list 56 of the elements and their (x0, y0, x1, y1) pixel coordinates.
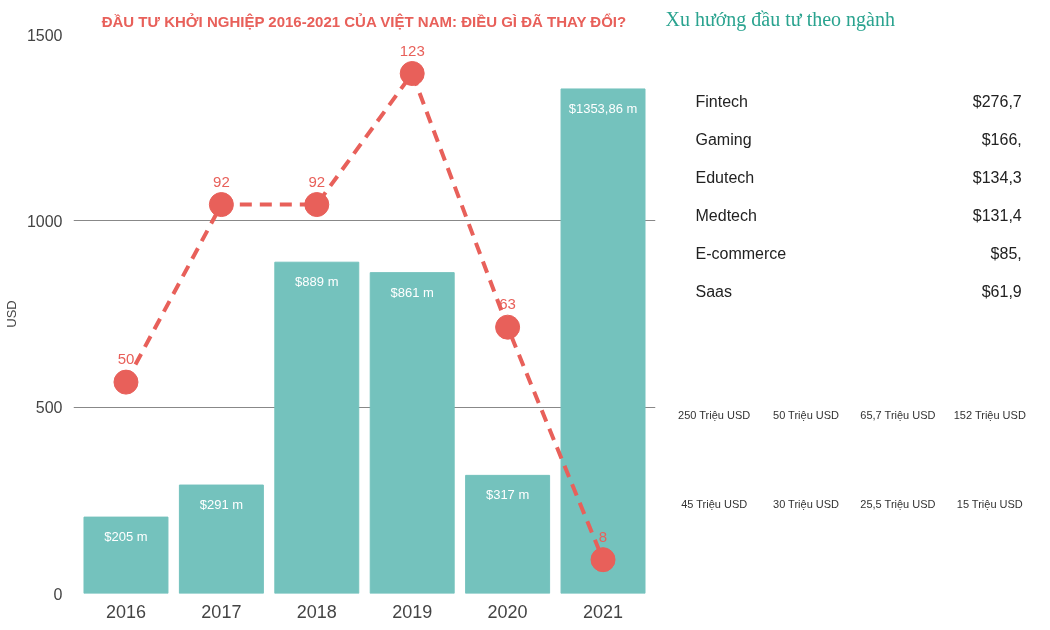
data-label: $889 m (295, 274, 339, 290)
point (113, 369, 139, 395)
text: 50 Triệu USD (773, 408, 840, 421)
x-tick-label: 2019 (392, 601, 433, 622)
text: 25,5 Triệu USD (860, 498, 936, 511)
text: 250 Triệu USD (678, 408, 751, 421)
data-label: 50 (117, 350, 135, 368)
y-tick-label: 1500 (26, 26, 63, 44)
text: 152 Triệu USD (953, 408, 1026, 421)
text: Saas (695, 283, 732, 301)
text: 65,7 Triệu USD (860, 408, 936, 421)
bar (274, 261, 360, 594)
point (590, 547, 616, 573)
data-label: $205 m (104, 529, 148, 545)
bar (83, 516, 169, 594)
text: Xu hướng đầu tư theo ngành (665, 7, 895, 31)
x-tick-label: 2021 (583, 601, 624, 622)
chart-title: ĐẦU TƯ KHỞI NGHIỆP 2016-2021 CỦA VIỆT NAM: ĐIỀU GÌ ĐÃ THAY ĐỔI? (101, 12, 627, 30)
text: $166, (981, 131, 1022, 149)
text: 15 Triệu USD (956, 498, 1023, 511)
text: Gaming (695, 131, 752, 149)
bar (178, 484, 264, 594)
point (495, 314, 521, 340)
text: $134,3 (972, 169, 1022, 187)
bar (560, 88, 646, 594)
point (304, 192, 330, 218)
text: Medtech (695, 207, 757, 225)
text: $85, (990, 245, 1022, 263)
y-tick-label: 0 (53, 585, 63, 603)
x-tick-label: 2018 (296, 601, 337, 622)
data-label: 92 (308, 172, 326, 190)
y-tick-label: 500 (35, 399, 63, 417)
text: $276,7 (972, 93, 1022, 111)
x-tick-label: 2017 (201, 601, 242, 622)
text: Edutech (695, 169, 755, 187)
point (399, 61, 425, 86)
data-label: $1353,86 m (568, 100, 638, 116)
text: $61,9 (981, 283, 1022, 301)
text: 45 Triệu USD (681, 498, 748, 511)
data-label: $861 m (390, 284, 434, 300)
data-label: 92 (213, 172, 230, 190)
text: 30 Triệu USD (773, 498, 840, 511)
text: Fintech (695, 93, 748, 111)
x-tick-label: 2020 (487, 601, 528, 622)
point (208, 192, 234, 218)
data-label: 123 (399, 41, 425, 59)
text: $131,4 (972, 207, 1022, 225)
x-tick-label: 2016 (105, 601, 146, 622)
bar (465, 474, 551, 594)
y-tick-label: 1000 (26, 212, 63, 230)
bar (369, 272, 455, 594)
data-label: $317 m (485, 487, 530, 503)
data-label: $291 m (199, 497, 244, 513)
y-axis-title: USD (3, 300, 19, 328)
data-label: 8 (598, 527, 608, 545)
text: E-commerce (695, 245, 787, 263)
